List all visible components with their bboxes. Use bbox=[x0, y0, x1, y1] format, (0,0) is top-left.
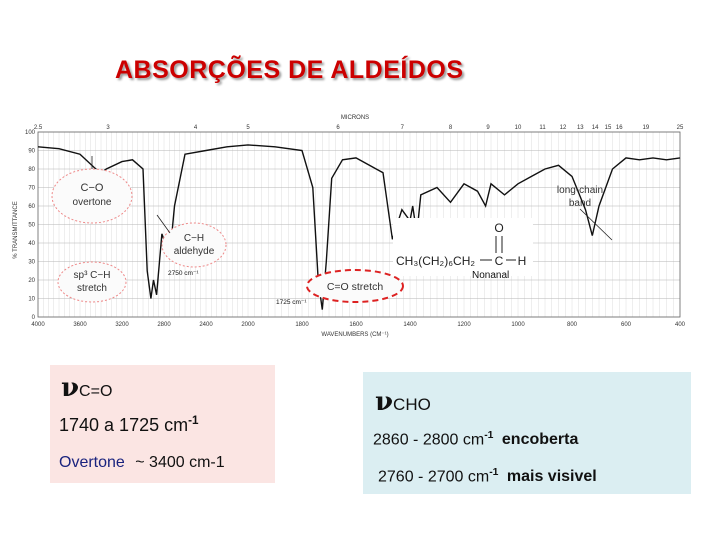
micron-tick-label: 3 bbox=[106, 125, 110, 131]
aldehyde-ch-info-box: νCHO 2860 - 2800 cm-1 encoberta 2760 - 2… bbox=[363, 372, 691, 494]
compound-name: Nonanal bbox=[472, 270, 509, 281]
cho-range-2: 2760 - 2700 cm-1 mais visivel bbox=[378, 467, 597, 486]
cho-range-2-note: mais visivel bbox=[506, 468, 597, 486]
y-tick-label: 0 bbox=[32, 315, 36, 321]
structure-atom-h: H bbox=[518, 254, 527, 268]
y-tick-label: 40 bbox=[28, 241, 35, 247]
overtone-value: ~ 3400 cm-1 bbox=[135, 454, 225, 471]
y-tick-label: 80 bbox=[28, 167, 35, 173]
cho-range-1-text: 2860 - 2800 cm bbox=[373, 431, 485, 449]
cho-range-1: 2860 - 2800 cm-1 encoberta bbox=[373, 430, 578, 449]
x-tick-label: 3200 bbox=[115, 322, 129, 328]
micron-tick-label: 15 bbox=[605, 125, 612, 131]
annotation-overtone-1: C−O bbox=[81, 182, 104, 194]
structure-background bbox=[393, 218, 533, 276]
co-stretch-callout-ellipse bbox=[306, 269, 404, 303]
overtone-line: Overtone ~ 3400 cm-1 bbox=[59, 454, 225, 472]
nu-cho-heading: νCHO bbox=[375, 387, 431, 417]
micron-tick-label: 14 bbox=[592, 125, 599, 131]
aldehyde-callout-ellipse bbox=[161, 222, 227, 268]
x-tick-label: 2800 bbox=[157, 322, 171, 328]
annotation-long-chain-1: long-chain bbox=[557, 185, 603, 196]
x-tick-label: 1000 bbox=[511, 322, 525, 328]
x-tick-label: 800 bbox=[567, 322, 578, 328]
nu-symbol: ν bbox=[61, 373, 80, 403]
x-tick-label: 400 bbox=[675, 322, 686, 328]
x-tick-label: 2400 bbox=[199, 322, 213, 328]
y-axis-label: % TRANSMITTANCE bbox=[13, 201, 19, 258]
nu-co-heading: νC=O bbox=[61, 373, 112, 403]
carbonyl-info-box: νC=O 1740 a 1725 cm-1 Overtone ~ 3400 cm… bbox=[50, 365, 275, 483]
micron-tick-label: 6 bbox=[336, 125, 340, 131]
overtone-callout-ellipse bbox=[51, 168, 133, 224]
micron-tick-label: 7 bbox=[401, 125, 405, 131]
structure-atom-c: C bbox=[495, 254, 504, 268]
annotation-aldehyde-2: aldehyde bbox=[174, 246, 215, 257]
y-tick-label: 50 bbox=[28, 223, 35, 229]
annotation-2750: 2750 cm⁻¹ bbox=[168, 270, 199, 277]
micron-tick-label: 9 bbox=[486, 125, 490, 131]
carbonyl-range-text: 1740 a 1725 cm bbox=[59, 415, 189, 435]
y-tick-label: 10 bbox=[28, 297, 35, 303]
cho-range-1-sup: -1 bbox=[484, 430, 494, 441]
y-tick-label: 60 bbox=[28, 204, 35, 210]
y-tick-label: 20 bbox=[28, 278, 35, 284]
x-tick-label: 4000 bbox=[31, 322, 45, 328]
carbonyl-range: 1740 a 1725 cm-1 bbox=[59, 414, 199, 436]
micron-tick-label: 19 bbox=[643, 125, 650, 131]
y-tick-label: 70 bbox=[28, 186, 35, 192]
top-axis-label: MICRONS bbox=[341, 115, 369, 121]
page-title: ABSORÇÕES DE ALDEÍDOS bbox=[115, 56, 464, 84]
micron-tick-label: 16 bbox=[616, 125, 623, 131]
cho-range-1-note: encoberta bbox=[501, 431, 579, 449]
nu-cho-subscript: CHO bbox=[393, 395, 431, 414]
x-tick-label: 1600 bbox=[349, 322, 363, 328]
micron-tick-label: 5 bbox=[246, 125, 250, 131]
x-axis-label: WAVENUMBERS (CM⁻¹) bbox=[321, 332, 388, 338]
y-tick-label: 90 bbox=[28, 149, 35, 155]
x-tick-label: 2000 bbox=[241, 322, 255, 328]
x-tick-label: 1200 bbox=[457, 322, 471, 328]
cho-range-2-sup: -1 bbox=[489, 467, 499, 478]
micron-tick-label: 25 bbox=[677, 125, 684, 131]
annotation-co-stretch: C=O stretch bbox=[327, 281, 383, 293]
micron-tick-label: 8 bbox=[449, 125, 453, 131]
micron-tick-label: 10 bbox=[515, 125, 522, 131]
x-tick-label: 600 bbox=[621, 322, 632, 328]
nu-co-subscript: C=O bbox=[79, 383, 113, 400]
annotation-aldehyde-1: C−H bbox=[184, 233, 204, 244]
spectrum-trace bbox=[37, 144, 681, 310]
micron-tick-label: 2.5 bbox=[34, 125, 43, 131]
annotation-long-chain-2: band bbox=[569, 198, 591, 209]
cho-range-2-text: 2760 - 2700 cm bbox=[378, 468, 490, 486]
y-tick-label: 100 bbox=[25, 130, 36, 136]
x-tick-label: 3600 bbox=[73, 322, 87, 328]
structure-atom-o: O bbox=[494, 221, 503, 235]
micron-tick-label: 13 bbox=[577, 125, 584, 131]
y-tick-label: 30 bbox=[28, 260, 35, 266]
plot-frame bbox=[37, 131, 681, 318]
micron-tick-label: 12 bbox=[560, 125, 567, 131]
annotation-sp3-1: sp³ C−H bbox=[74, 270, 111, 281]
annotation-overtone-2: overtone bbox=[73, 197, 112, 208]
carbonyl-range-sup: -1 bbox=[188, 414, 199, 427]
ir-spectrum-chart: MICRONS % TRANSMITTANCE WAVENUMBERS (CM⁻… bbox=[13, 115, 686, 338]
sp3-callout-ellipse bbox=[57, 261, 127, 303]
micron-tick-label: 4 bbox=[194, 125, 198, 131]
nu-symbol-cho: ν bbox=[375, 387, 394, 417]
callouts: C−O overtone C−H aldehyde sp³ C−H stretc… bbox=[51, 156, 613, 306]
micron-tick-label: 11 bbox=[539, 125, 546, 131]
x-tick-label: 1400 bbox=[403, 322, 417, 328]
long-chain-pointer bbox=[579, 208, 613, 241]
annotation-sp3-2: stretch bbox=[77, 283, 107, 294]
structure-formula: CH₃(CH₂)₆CH₂ bbox=[396, 254, 475, 268]
annotation-1725: 1725 cm⁻¹ bbox=[276, 299, 307, 306]
aldehyde-pointer bbox=[156, 214, 171, 234]
x-tick-label: 1800 bbox=[295, 322, 309, 328]
overtone-label: Overtone bbox=[59, 454, 125, 471]
